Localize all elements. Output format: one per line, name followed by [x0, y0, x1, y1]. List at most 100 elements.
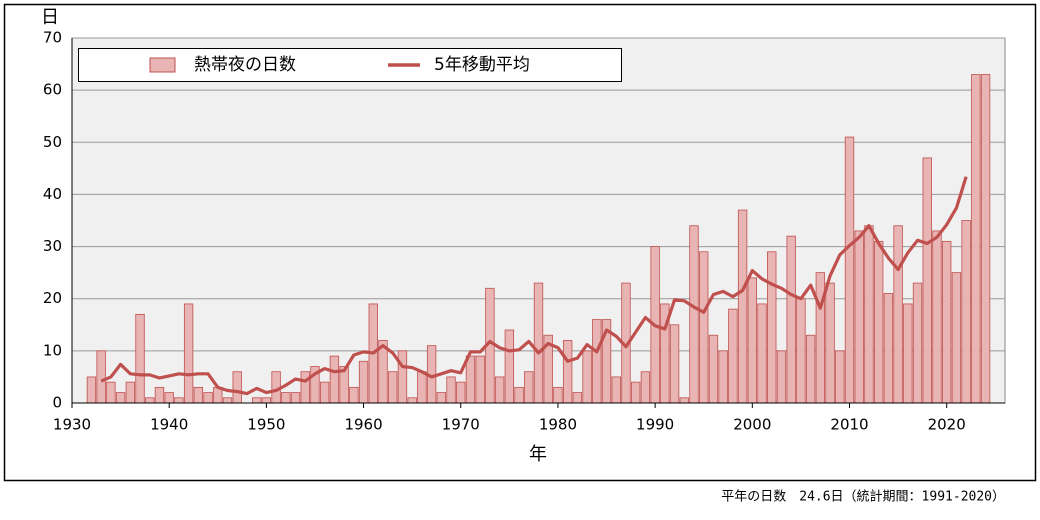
y-tick-label: 40 — [43, 185, 62, 203]
bar — [281, 392, 291, 404]
bar — [251, 397, 262, 404]
bar — [115, 392, 126, 404]
bar — [125, 381, 135, 404]
bar — [835, 350, 845, 404]
bar — [553, 386, 563, 404]
bar — [358, 360, 369, 404]
x-tick-label: 1960 — [344, 416, 382, 434]
y-tick-label: 0 — [52, 394, 62, 412]
y-tick-label: 50 — [43, 133, 62, 151]
bar — [980, 74, 991, 404]
bar — [679, 397, 689, 404]
bar — [397, 350, 408, 404]
bar — [154, 386, 165, 404]
bar — [903, 303, 913, 404]
x-tick-label: 1990 — [636, 416, 674, 434]
bar — [320, 381, 330, 404]
bar — [893, 225, 903, 404]
bar — [456, 381, 466, 404]
bar — [631, 381, 641, 404]
bar — [844, 136, 855, 404]
footnote: 平年の日数 24.6日（統計期間：1991-2020） — [721, 489, 1005, 505]
bar — [737, 209, 748, 404]
bar — [572, 392, 583, 404]
y-tick-label: 70 — [43, 29, 62, 47]
bar — [747, 277, 757, 404]
legend-label: 5年移動平均 — [434, 55, 530, 75]
y-tick-label: 30 — [43, 237, 62, 255]
bar — [203, 392, 213, 404]
bar — [106, 381, 116, 404]
legend-swatch — [149, 57, 176, 73]
bar — [932, 230, 942, 404]
x-tick-label: 2010 — [830, 416, 868, 434]
bar — [562, 340, 573, 404]
x-axis-label: 年 — [529, 444, 547, 465]
bar — [582, 350, 592, 404]
y-axis-label: 日 — [41, 7, 59, 28]
bar — [174, 397, 184, 404]
bar — [524, 371, 534, 404]
bar — [193, 386, 204, 404]
bar — [407, 397, 417, 404]
bar — [786, 235, 796, 404]
bar — [222, 397, 233, 404]
bar — [475, 355, 485, 404]
bar — [300, 371, 310, 404]
bar — [767, 251, 777, 404]
x-tick-label: 1940 — [150, 416, 188, 434]
y-tick-label: 10 — [43, 341, 62, 359]
x-tick-label: 2020 — [928, 416, 966, 434]
bar — [514, 386, 524, 404]
x-tick-label: 1970 — [442, 416, 480, 434]
bar — [805, 334, 816, 404]
bar — [942, 240, 952, 404]
bar — [699, 251, 709, 404]
bar — [388, 371, 398, 404]
bar — [135, 313, 145, 404]
bar — [815, 272, 826, 404]
bar — [504, 329, 515, 404]
y-tick-label: 20 — [43, 289, 62, 307]
bar — [290, 392, 301, 404]
bar — [533, 282, 544, 404]
bar — [708, 334, 719, 404]
bar — [728, 308, 738, 404]
bar — [689, 225, 699, 404]
bar — [329, 355, 340, 404]
x-tick-label: 1930 — [53, 416, 91, 434]
x-tick-label: 1980 — [539, 416, 577, 434]
bar — [349, 386, 359, 404]
bar — [465, 355, 476, 404]
bar — [669, 324, 680, 404]
x-tick-label: 2000 — [733, 416, 771, 434]
bar — [494, 376, 505, 404]
bar — [864, 225, 874, 404]
bar — [96, 350, 106, 404]
bar — [232, 371, 242, 404]
bar — [261, 397, 272, 404]
bar — [796, 298, 806, 404]
bar — [446, 376, 456, 404]
bar — [961, 220, 971, 404]
bar — [611, 376, 621, 404]
bar — [971, 74, 981, 404]
bar — [592, 319, 602, 404]
bar — [164, 392, 174, 404]
bar — [883, 293, 894, 404]
bar — [183, 303, 194, 404]
bar — [922, 157, 932, 404]
legend-label: 熱帯夜の日数 — [194, 55, 296, 75]
bar — [912, 282, 923, 404]
bar — [718, 350, 728, 404]
bar — [417, 371, 427, 404]
bar — [640, 371, 651, 404]
bar — [873, 240, 884, 404]
bar — [86, 376, 97, 404]
y-tick-label: 60 — [43, 81, 62, 99]
x-tick-label: 1950 — [247, 416, 285, 434]
bar — [951, 272, 962, 404]
bar — [436, 392, 446, 404]
bar — [757, 303, 767, 404]
